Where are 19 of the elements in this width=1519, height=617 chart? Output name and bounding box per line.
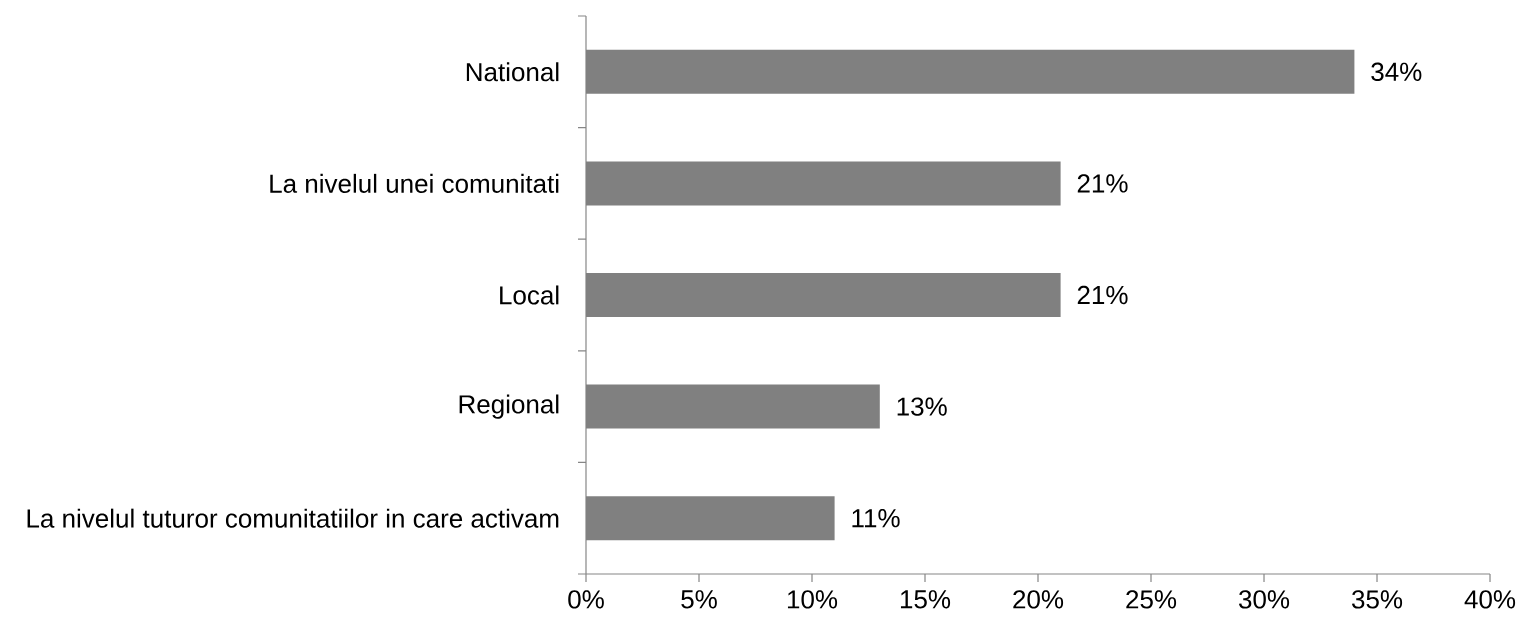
x-tick-label: 15% [900,590,951,609]
x-tick-label: 0% [568,590,604,609]
data-label: 34% [1371,62,1422,81]
y-tick-label: Regional [459,394,559,419]
x-tick-label: 40% [1464,590,1516,609]
data-label: 21% [1077,174,1128,193]
y-tick-label: National [466,62,559,82]
y-tick-label: La nivelul unei comunitati [270,173,559,193]
x-tick-label: 25% [1126,590,1177,609]
x-tick-label: 10% [787,590,838,609]
y-tick-label: Local [500,285,559,305]
data-label: 13% [897,397,947,416]
y-tick-label: La nivelul tuturor comunitatiilor in care activam [27,508,559,528]
x-tick-label: 35% [1351,590,1403,609]
data-label: 11% [852,509,900,528]
data-label: 21% [1077,285,1128,305]
x-tick-label: 30% [1238,590,1290,609]
x-tick-label: 5% [681,590,717,609]
x-tick-label: 20% [1013,590,1064,609]
